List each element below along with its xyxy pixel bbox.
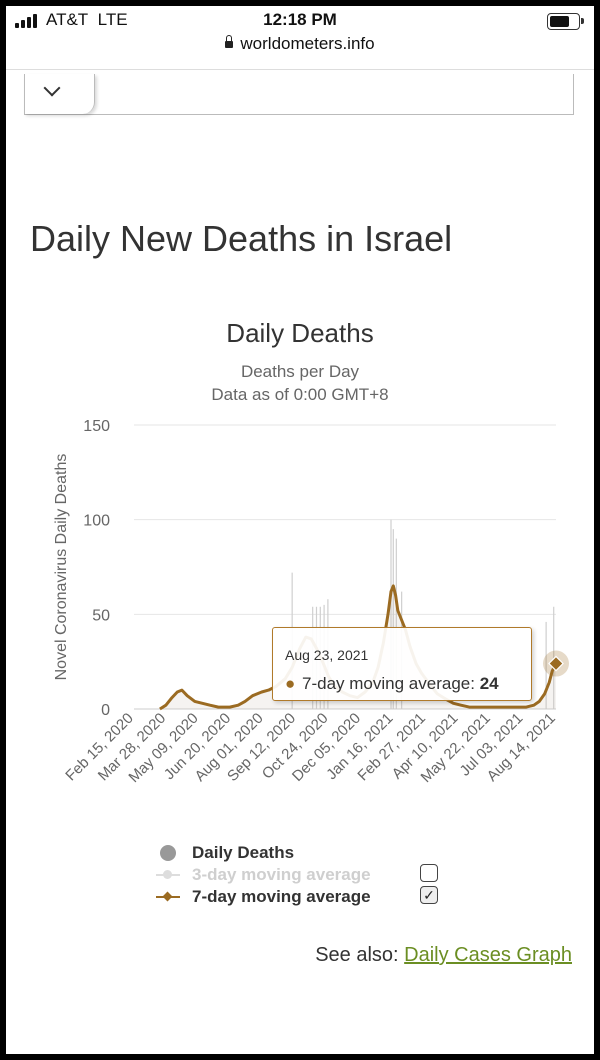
select-field[interactable] bbox=[24, 74, 574, 115]
battery-icon bbox=[547, 13, 584, 30]
legend-item-3day[interactable]: 3-day moving average bbox=[156, 864, 456, 886]
phone-screen: AT&T LTE 12:18 PM worldometers.info Dail… bbox=[6, 6, 594, 1054]
legend-label: Daily Deaths bbox=[192, 843, 295, 862]
checkbox-7day[interactable]: ✓ bbox=[420, 886, 438, 904]
tooltip-label: 7-day moving average: bbox=[302, 674, 475, 693]
status-time: 12:18 PM bbox=[263, 10, 337, 29]
status-bar: AT&T LTE 12:18 PM bbox=[6, 6, 594, 40]
tooltip-date: Aug 23, 2021 bbox=[285, 647, 369, 663]
legend-label: 7-day moving average bbox=[192, 887, 371, 906]
url-text: worldometers.info bbox=[240, 34, 375, 53]
y-tick-label: 0 bbox=[101, 702, 110, 719]
tooltip-line: ● 7-day moving average: 24 bbox=[285, 674, 499, 694]
url-bar[interactable]: worldometers.info bbox=[6, 34, 594, 54]
y-tick-label: 100 bbox=[83, 513, 110, 530]
chart-subtitle-asof: Data as of 0:00 GMT+8 bbox=[211, 385, 389, 404]
chart-title: Daily Deaths bbox=[226, 318, 374, 348]
chart-legend: Daily Deaths 3-day moving average 7-day … bbox=[156, 842, 456, 908]
circle-marker-icon bbox=[163, 870, 172, 879]
chart-subtitle: Deaths per Day Data as of 0:00 GMT+8 bbox=[6, 360, 594, 406]
y-tick-label: 50 bbox=[92, 607, 110, 624]
y-axis-label: Novel Coronavirus Daily Deaths bbox=[53, 454, 70, 681]
checkbox-3day[interactable] bbox=[420, 864, 438, 882]
highlighted-point bbox=[548, 655, 564, 672]
y-tick-label: 150 bbox=[83, 418, 110, 435]
see-also-label: See also: bbox=[315, 944, 399, 966]
legend-item-daily-deaths[interactable]: Daily Deaths bbox=[156, 842, 456, 864]
dropdown-toggle-button[interactable] bbox=[24, 74, 95, 114]
lock-icon bbox=[225, 35, 234, 48]
page-title: Daily New Deaths in Israel bbox=[30, 218, 453, 259]
tooltip-value: 24 bbox=[479, 674, 499, 693]
series-dot-icon: ● bbox=[285, 674, 296, 693]
chart-subtitle-units: Deaths per Day bbox=[240, 362, 360, 381]
legend-label: 3-day moving average bbox=[192, 865, 371, 884]
divider bbox=[6, 69, 594, 70]
circle-icon bbox=[160, 845, 176, 861]
signal-icon bbox=[15, 14, 37, 28]
daily-cases-graph-link[interactable]: Daily Cases Graph bbox=[404, 944, 572, 966]
see-also: See also: Daily Cases Graph bbox=[315, 944, 572, 967]
chart-tooltip: Aug 23, 2021 ● 7-day moving average: 24 bbox=[272, 627, 532, 701]
carrier-label: AT&T LTE bbox=[46, 10, 128, 29]
diamond-marker-icon bbox=[162, 891, 173, 902]
legend-item-7day[interactable]: 7-day moving average ✓ bbox=[156, 886, 456, 908]
